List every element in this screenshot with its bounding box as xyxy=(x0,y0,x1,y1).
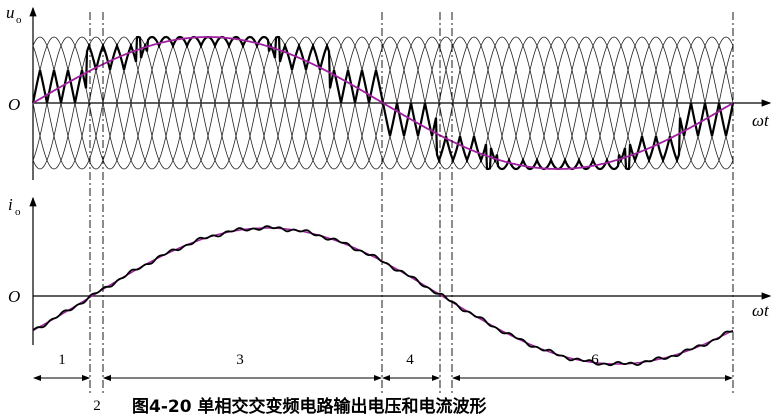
interval-label: 1 xyxy=(58,352,66,368)
x-axis-label: ωt xyxy=(752,301,770,320)
origin-label: O xyxy=(8,287,20,306)
phase-curve xyxy=(32,36,734,170)
origin-label: O xyxy=(8,95,20,114)
layout xyxy=(29,6,772,395)
voltage-subscript: o xyxy=(16,14,22,26)
interval-label: 2 xyxy=(93,398,101,414)
phase-curve xyxy=(32,36,734,170)
interval-label: 3 xyxy=(236,352,244,368)
fundamental xyxy=(32,36,734,170)
current-label: i xyxy=(8,195,13,214)
voltage-label: u xyxy=(6,3,15,22)
caption: 图4-20 单相交交变频电路输出电压和电流波形 xyxy=(132,396,486,417)
x-axis-label: ωt xyxy=(752,111,770,130)
output-current xyxy=(32,225,734,367)
interval-label: 4 xyxy=(406,352,414,368)
current-subscript: o xyxy=(15,206,21,218)
interval-label: 6 xyxy=(591,352,599,368)
